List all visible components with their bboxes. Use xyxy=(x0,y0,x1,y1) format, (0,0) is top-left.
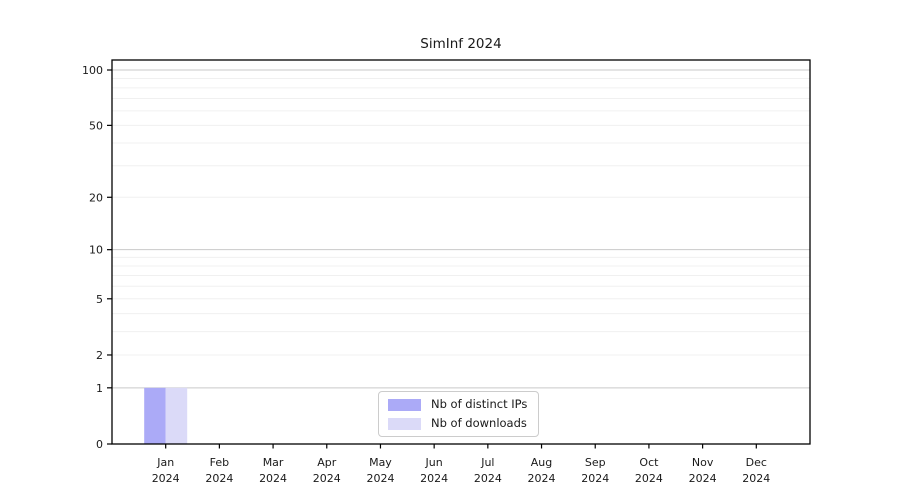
x-tick-label-month: May xyxy=(369,456,392,469)
x-tick-label-year: 2024 xyxy=(205,472,233,485)
x-tick-label-month: Jan xyxy=(156,456,174,469)
y-tick-label: 5 xyxy=(96,293,103,306)
legend-label-distinct-ips: Nb of distinct IPs xyxy=(431,397,528,411)
x-tick-label-year: 2024 xyxy=(742,472,770,485)
legend: Nb of distinct IPs Nb of downloads xyxy=(378,391,540,437)
x-tick-label-month: Mar xyxy=(263,456,284,469)
x-tick-label-month: Aug xyxy=(531,456,552,469)
y-tick-label: 0 xyxy=(96,438,103,451)
x-tick-label-year: 2024 xyxy=(259,472,287,485)
y-tick-label: 1 xyxy=(96,382,103,395)
x-tick-label-month: Jun xyxy=(425,456,443,469)
x-tick-label-year: 2024 xyxy=(366,472,394,485)
x-tick-label-month: Nov xyxy=(692,456,714,469)
legend-swatch-distinct-ips xyxy=(388,398,421,411)
y-tick-label: 50 xyxy=(89,119,103,132)
legend-swatch-downloads xyxy=(388,417,421,430)
x-tick-label-year: 2024 xyxy=(635,472,663,485)
x-tick-label-month: Apr xyxy=(317,456,337,469)
bar xyxy=(144,387,166,444)
legend-item: Nb of downloads xyxy=(388,416,527,431)
x-tick-label-month: Dec xyxy=(746,456,767,469)
x-tick-label-month: Feb xyxy=(210,456,229,469)
legend-item: Nb of distinct IPs xyxy=(388,397,527,412)
x-tick-label-month: Sep xyxy=(585,456,606,469)
x-tick-label-year: 2024 xyxy=(581,472,609,485)
x-tick-label-year: 2024 xyxy=(313,472,341,485)
x-tick-label-month: Jul xyxy=(480,456,494,469)
chart-title: SimInf 2024 xyxy=(420,36,502,52)
legend-label-downloads: Nb of downloads xyxy=(431,416,527,430)
x-tick-label-year: 2024 xyxy=(152,472,180,485)
x-tick-label-year: 2024 xyxy=(474,472,502,485)
x-tick-label-year: 2024 xyxy=(689,472,717,485)
y-tick-label: 2 xyxy=(96,349,103,362)
x-tick-label-year: 2024 xyxy=(528,472,556,485)
bar xyxy=(165,387,188,444)
y-tick-label: 20 xyxy=(89,191,103,204)
x-tick-label-month: Oct xyxy=(639,456,659,469)
y-tick-label: 10 xyxy=(89,244,103,257)
x-tick-label-year: 2024 xyxy=(420,472,448,485)
y-tick-label: 100 xyxy=(82,64,103,77)
